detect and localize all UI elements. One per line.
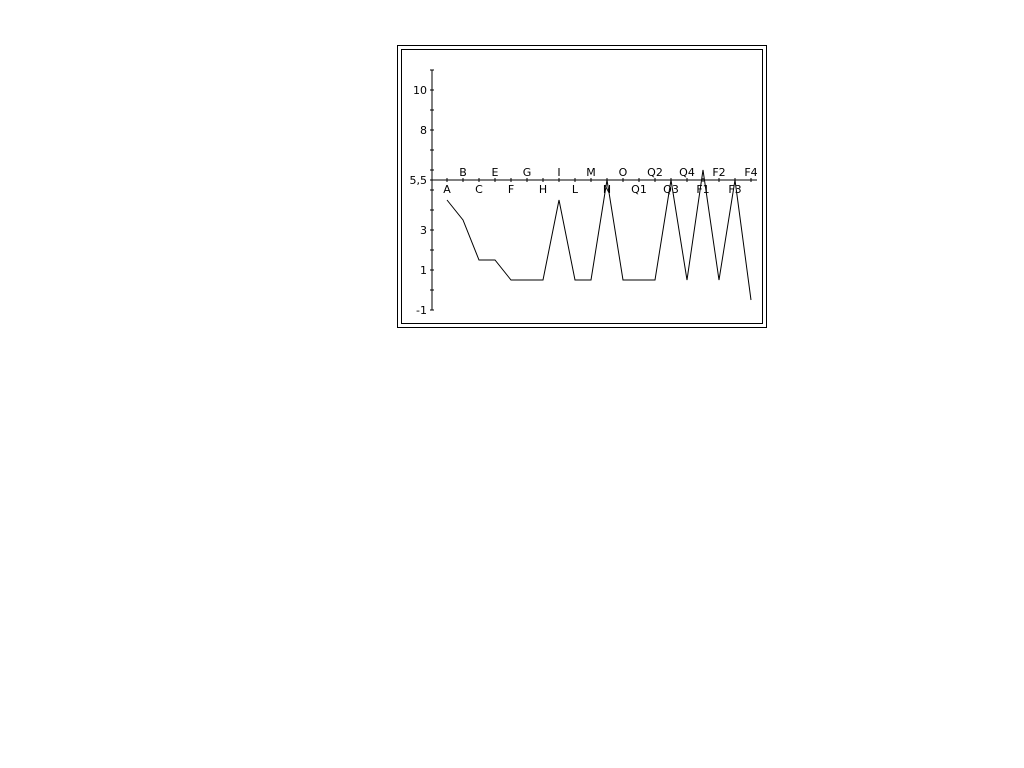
- x-tick-label: O: [619, 166, 628, 179]
- x-tick-label: Q4: [679, 166, 695, 179]
- y-tick-label: 5,5: [410, 174, 428, 187]
- x-tick-label: L: [572, 183, 579, 196]
- x-tick-label: F: [508, 183, 514, 196]
- x-tick-label: Q2: [647, 166, 663, 179]
- y-tick-label: 3: [420, 224, 427, 237]
- x-tick-label: G: [523, 166, 532, 179]
- x-tick-label: N: [603, 183, 611, 196]
- x-tick-label: H: [539, 183, 547, 196]
- x-tick-label: A: [443, 183, 451, 196]
- x-tick-label: M: [586, 166, 596, 179]
- x-tick-label: F4: [744, 166, 757, 179]
- x-tick-label: E: [492, 166, 499, 179]
- x-tick-label: F2: [712, 166, 725, 179]
- x-tick-label: Q1: [631, 183, 647, 196]
- x-tick-label: F3: [728, 183, 741, 196]
- x-tick-label: F1: [696, 183, 709, 196]
- series-line: [446, 169, 752, 301]
- x-tick-label: Q3: [663, 183, 679, 196]
- y-tick-label: -1: [416, 304, 427, 317]
- x-tick-label: B: [459, 166, 467, 179]
- y-tick-label: 10: [413, 84, 427, 97]
- chart-frame: 10 8 5,5 3 1 -1 A B C E F G H I L M N O Q1 Q2 Q3 Q4 F1 F2 F3 F4: [397, 45, 767, 328]
- x-tick-label: C: [475, 183, 483, 196]
- x-tick-label: I: [557, 166, 560, 179]
- y-tick-label: 1: [420, 264, 427, 277]
- chart-inner-border: [401, 49, 763, 324]
- y-tick-label: 8: [420, 124, 427, 137]
